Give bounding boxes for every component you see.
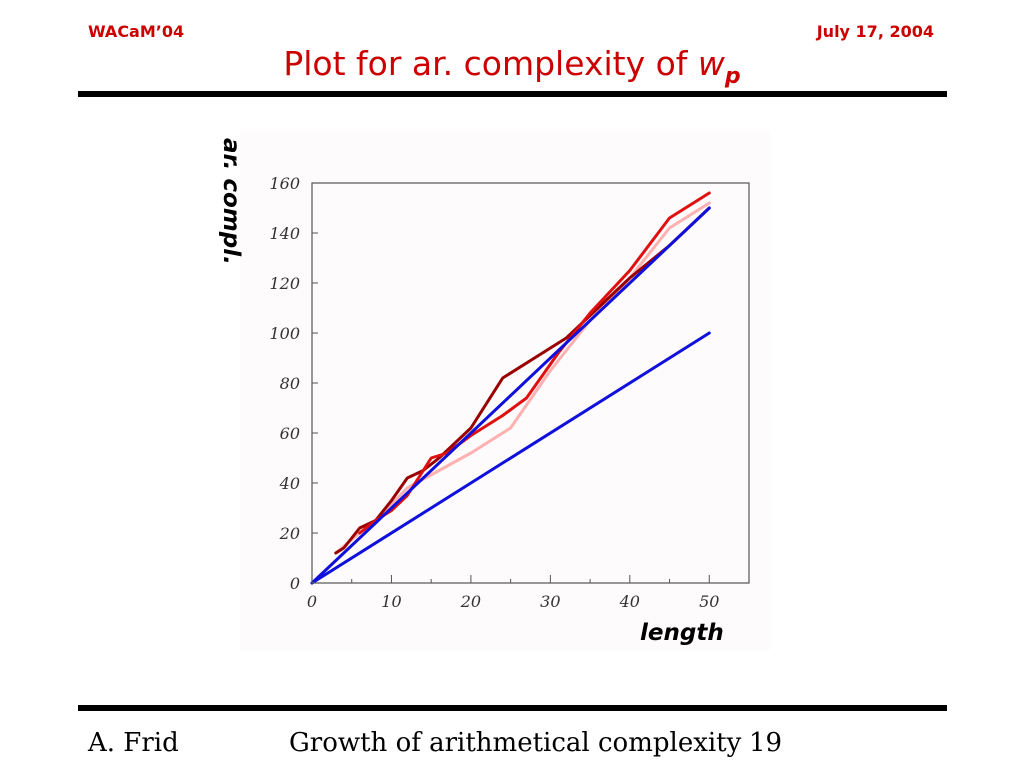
x-tick-label: 20 xyxy=(460,592,481,611)
y-axis-label: ar. compl. xyxy=(218,138,244,265)
bottom-rule xyxy=(78,705,947,711)
series-line-4 xyxy=(310,206,711,585)
y-tick-label: 160 xyxy=(269,174,300,193)
x-tick-label: 40 xyxy=(619,592,640,611)
y-tick-label: 120 xyxy=(269,274,300,293)
slide-title-subscript: p xyxy=(724,64,741,89)
header-date: July 17, 2004 xyxy=(816,22,934,41)
x-tick-label: 30 xyxy=(540,592,560,611)
x-tick-label: 10 xyxy=(381,592,401,611)
chart-background xyxy=(240,130,770,650)
top-rule xyxy=(78,91,947,97)
y-tick-label: 140 xyxy=(269,224,300,243)
y-tick-label: 40 xyxy=(279,474,300,493)
slide-title-var: w xyxy=(697,44,725,83)
chart: 0 20 40 60 80 100 120 140 160 0 10 20 30 40 50 xyxy=(240,130,770,650)
slide-title: Plot for ar. complexity of wp xyxy=(0,44,1024,89)
x-tick-label: 50 xyxy=(699,592,719,611)
series-line-3 xyxy=(358,191,711,535)
footer-author: A. Frid xyxy=(88,728,179,758)
y-tick-label: 80 xyxy=(280,374,300,393)
y-tick-label: 100 xyxy=(269,324,300,343)
series-line-5 xyxy=(310,331,711,585)
plot-frame xyxy=(311,182,750,584)
series-line-2 xyxy=(334,206,711,555)
header-event: WACaM’04 xyxy=(88,22,185,41)
slide-title-text: Plot for ar. complexity of xyxy=(283,44,698,83)
x-tick-label: 0 xyxy=(307,592,317,611)
page-number: 19 xyxy=(749,728,783,758)
x-axis-label: length xyxy=(640,620,724,646)
y-tick-label: 60 xyxy=(280,424,300,443)
y-tick-label: 20 xyxy=(279,524,300,543)
footer-title: Growth of arithmetical complexity xyxy=(289,728,742,758)
y-tick-label: 0 xyxy=(290,574,300,593)
